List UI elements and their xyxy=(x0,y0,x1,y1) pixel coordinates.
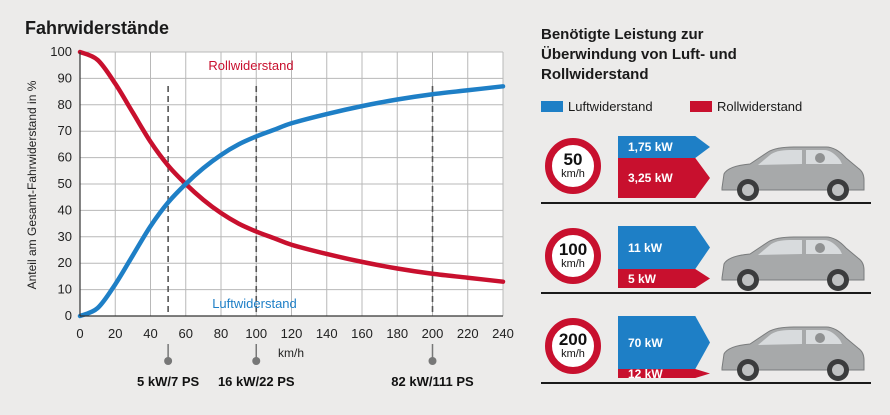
power-marker-label: 82 kW/111 PS xyxy=(391,374,474,389)
row-ground-line xyxy=(541,292,871,294)
y-tick-label: 100 xyxy=(50,44,72,59)
car-illustration xyxy=(718,324,868,389)
right-title-line-3: Rollwiderstand xyxy=(541,66,649,83)
legend-label-rollwiderstand: Rollwiderstand xyxy=(717,99,803,114)
speed-limit-sign: 100 km/h xyxy=(545,228,601,284)
x-tick-label: 200 xyxy=(422,326,444,341)
legend-label-luftwiderstand: Luftwiderstand xyxy=(568,99,653,114)
marker-dot xyxy=(428,357,437,365)
x-tick-label: 100 xyxy=(245,326,267,341)
y-tick-label: 20 xyxy=(58,255,72,270)
luftwiderstand-power-bar: 1,75 kW xyxy=(618,136,710,158)
right-title-line-1: Benötigte Leistung zur xyxy=(541,26,704,43)
y-tick-label: 80 xyxy=(58,97,72,112)
car-illustration xyxy=(718,144,868,209)
marker-dot xyxy=(252,357,261,365)
power-marker-label: 16 kW/22 PS xyxy=(218,374,295,389)
x-tick-label: 240 xyxy=(492,326,514,341)
power-marker-label: 5 kW/7 PS xyxy=(137,374,199,389)
y-tick-label: 90 xyxy=(58,70,72,85)
rollwiderstand-power-bar: 3,25 kW xyxy=(618,158,710,198)
speed-limit-sign: 200 km/h xyxy=(545,318,601,374)
speed-unit: km/h xyxy=(561,168,585,180)
y-tick-label: 60 xyxy=(58,150,72,165)
series-label-luftwiderstand: Luftwiderstand xyxy=(212,296,297,311)
chart-title: Fahrwiderstände xyxy=(25,18,170,38)
rollwiderstand-power-bar: 12 kW xyxy=(618,369,710,378)
legend-swatch-red xyxy=(690,101,712,112)
x-tick-label: 160 xyxy=(351,326,373,341)
luftwiderstand-power-bar: 11 kW xyxy=(618,226,710,269)
speed-value: 50 xyxy=(563,150,583,169)
axes: 0 10 20 30 40 50 60 70 80 90 100 0 20 40 60 80 100 120 140… xyxy=(50,44,514,341)
speed-unit: km/h xyxy=(561,348,585,360)
right-panel-title: Benötigte Leistung zur Überwindung von L… xyxy=(541,25,871,85)
y-axis-label: Anteil am Gesamt-Fahrwiderstand in % xyxy=(25,80,39,289)
x-tick-label: 40 xyxy=(143,326,157,341)
x-tick-label: 120 xyxy=(281,326,303,341)
resistance-line-chart: 5 kW/7 PS 16 kW/22 PS 82 kW/111 PS Rollwid… xyxy=(25,44,514,389)
speed-value: 100 xyxy=(558,240,588,259)
speed-limit-sign: 50 km/h xyxy=(545,138,601,194)
series-line-luftwiderstand xyxy=(77,84,506,319)
y-tick-label: 10 xyxy=(58,282,72,297)
x-tick-label: 140 xyxy=(316,326,338,341)
legend-swatch-blue xyxy=(541,101,563,112)
y-tick-label: 70 xyxy=(58,123,72,138)
car-illustration xyxy=(718,234,868,299)
x-tick-label: 220 xyxy=(457,326,479,341)
y-tick-label: 30 xyxy=(58,229,72,244)
row-ground-line xyxy=(541,202,871,204)
rollwiderstand-power-bar: 5 kW xyxy=(618,269,710,288)
x-axis-label: km/h xyxy=(278,346,304,360)
series-label-rollwiderstand: Rollwiderstand xyxy=(208,58,293,73)
series-lines: Rollwiderstand Luftwiderstand xyxy=(77,49,506,319)
x-tick-label: 180 xyxy=(386,326,408,341)
x-tick-label: 80 xyxy=(214,326,228,341)
speed-unit: km/h xyxy=(561,258,585,270)
x-tick-label: 0 xyxy=(76,326,83,341)
y-tick-label: 0 xyxy=(65,308,72,323)
y-tick-label: 40 xyxy=(58,202,72,217)
legend-item-rollwiderstand: Rollwiderstand xyxy=(690,99,802,114)
luftwiderstand-power-bar: 70 kW xyxy=(618,316,710,369)
right-title-line-2: Überwindung von Luft- und xyxy=(541,46,737,63)
marker-dot xyxy=(164,357,173,365)
x-tick-label: 20 xyxy=(108,326,122,341)
row-ground-line xyxy=(541,382,871,384)
x-tick-label: 60 xyxy=(179,326,193,341)
speed-value: 200 xyxy=(558,330,588,349)
legend-item-luftwiderstand: Luftwiderstand xyxy=(541,99,653,114)
y-tick-label: 50 xyxy=(58,176,72,191)
series-line-rollwiderstand xyxy=(77,49,506,284)
